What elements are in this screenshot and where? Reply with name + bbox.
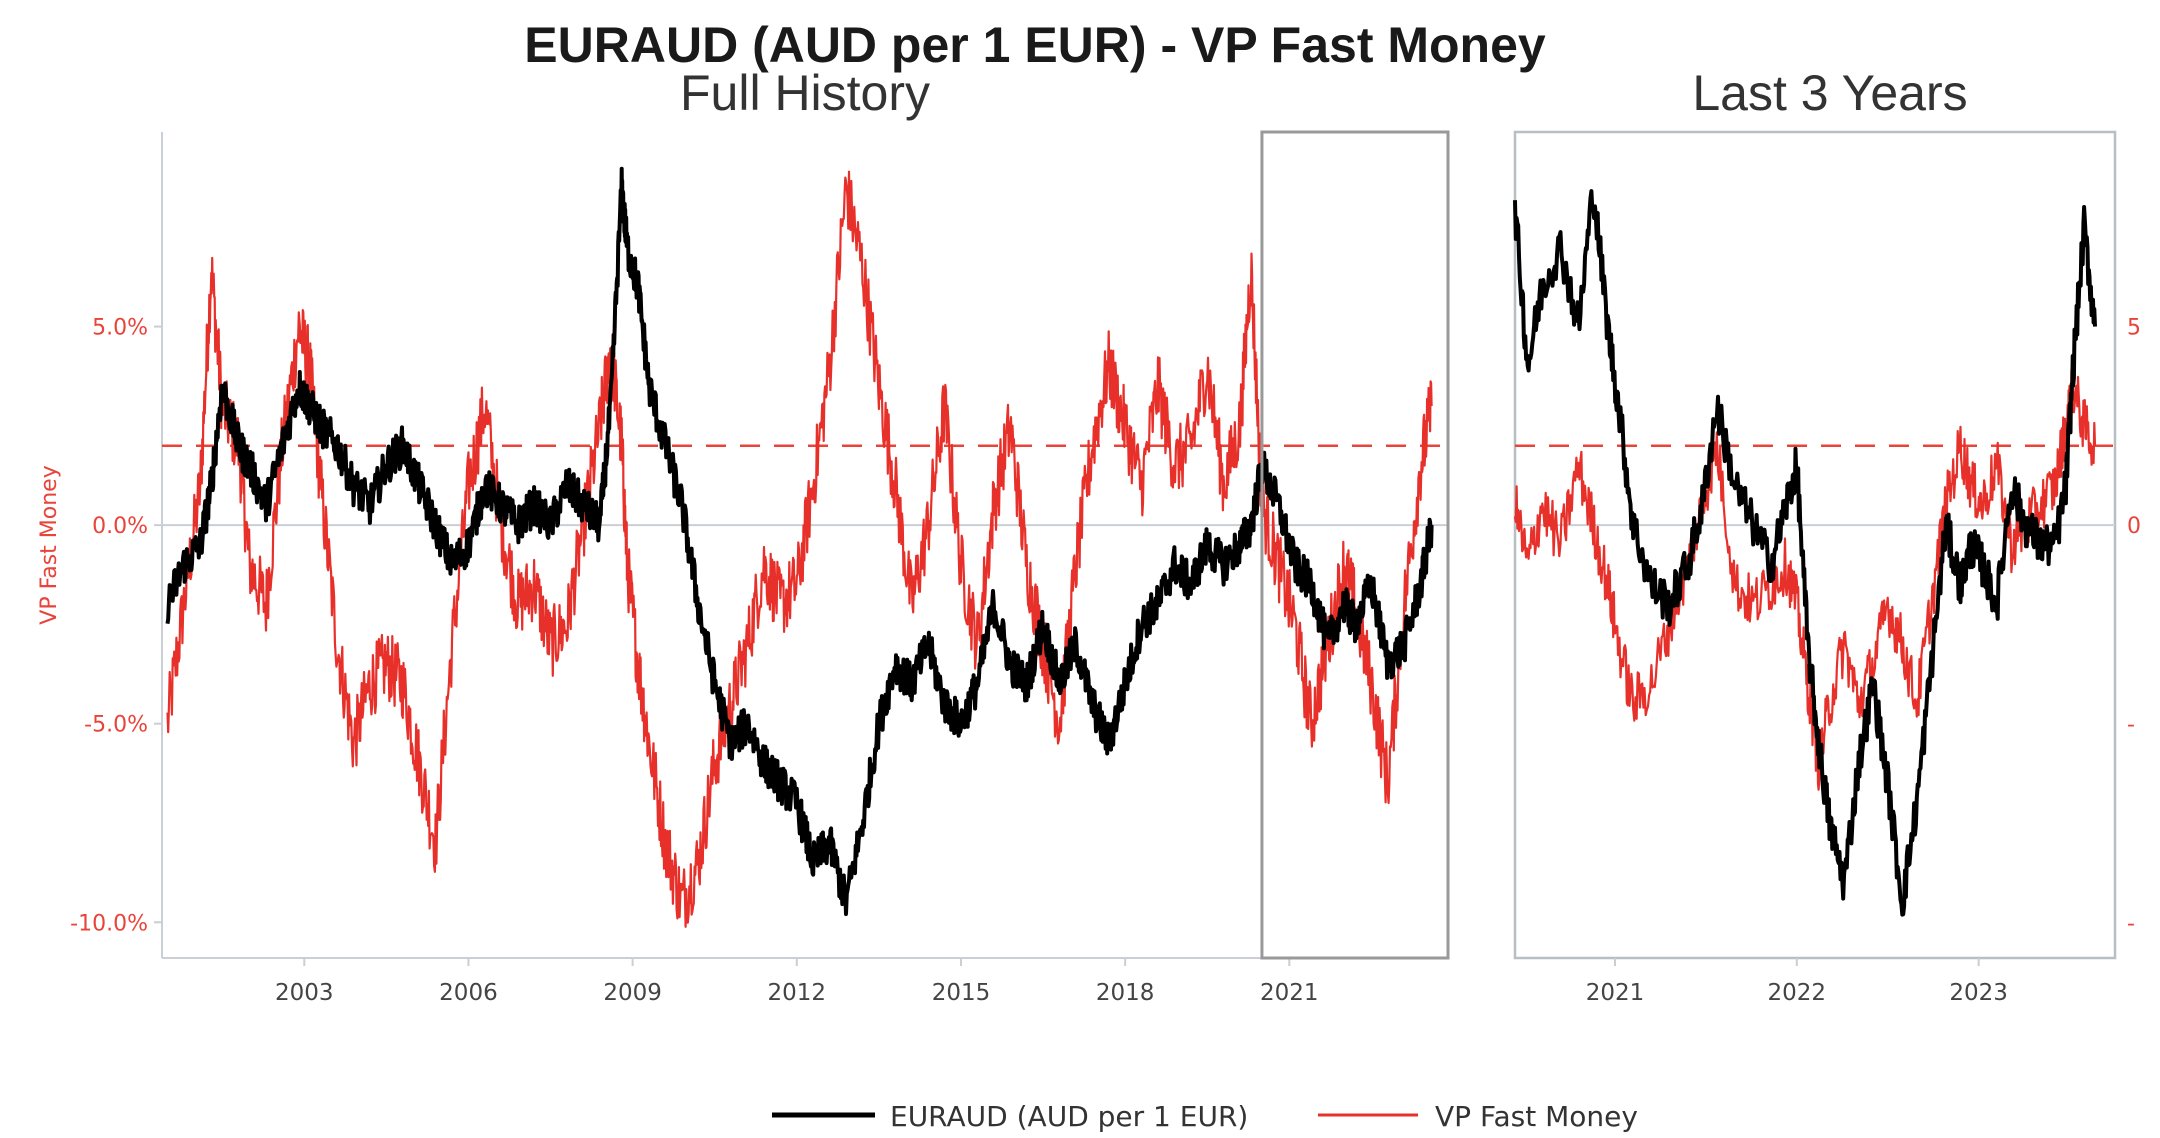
- series-euraud: [165, 166, 1434, 917]
- highlight-box: [1260, 130, 1450, 960]
- x-tick-label: 2023: [1949, 980, 2008, 1006]
- x-tick-label: 2018: [1096, 980, 1155, 1006]
- y-tick-label-right: -: [2127, 713, 2135, 738]
- full-history-panel: 5.0% 0.0% -5.0% -10.0% 2003 2006 2009 2012 2015 2…: [70, 130, 1450, 1006]
- y-tick-label: 5.0%: [92, 316, 148, 341]
- x-tick-label: 2022: [1768, 980, 1827, 1006]
- y-axis-label: VP Fast Money: [37, 465, 62, 624]
- series-vp-fast-money: [1513, 368, 2097, 791]
- legend: EURAUD (AUD per 1 EUR) VP Fast Money: [772, 1100, 1638, 1133]
- x-tick-label: 2009: [603, 980, 662, 1006]
- series-euraud: [1513, 189, 2097, 917]
- y-tick-label: -5.0%: [84, 713, 148, 738]
- panel-frame: [1513, 130, 2117, 960]
- y-tick-label-right: -: [2127, 911, 2135, 936]
- x-tick-label: 2006: [439, 980, 498, 1006]
- x-tick-label: 2021: [1260, 980, 1319, 1006]
- y-tick-label: 0.0%: [92, 514, 148, 539]
- y-tick-label-right: 0: [2127, 514, 2141, 539]
- legend-label-euraud: EURAUD (AUD per 1 EUR): [890, 1100, 1248, 1133]
- series-vp-fast-money: [166, 170, 1433, 928]
- x-tick-label: 2015: [932, 980, 991, 1006]
- y-tick-label-right: 5: [2127, 316, 2141, 341]
- x-tick-label: 2021: [1586, 980, 1645, 1006]
- last-3-years-panel: 5 0 - - 2021 2022 2023: [1513, 130, 2141, 1006]
- panel-2-subtitle: Last 3 Years: [1692, 65, 1967, 121]
- x-tick-label: 2012: [768, 980, 827, 1006]
- legend-label-vp: VP Fast Money: [1435, 1100, 1638, 1133]
- x-tick-label: 2003: [275, 980, 334, 1006]
- panel-1-subtitle: Full History: [680, 65, 930, 121]
- y-tick-label: -10.0%: [70, 911, 148, 936]
- chart-title: EURAUD (AUD per 1 EUR) - VP Fast Money: [524, 17, 1546, 73]
